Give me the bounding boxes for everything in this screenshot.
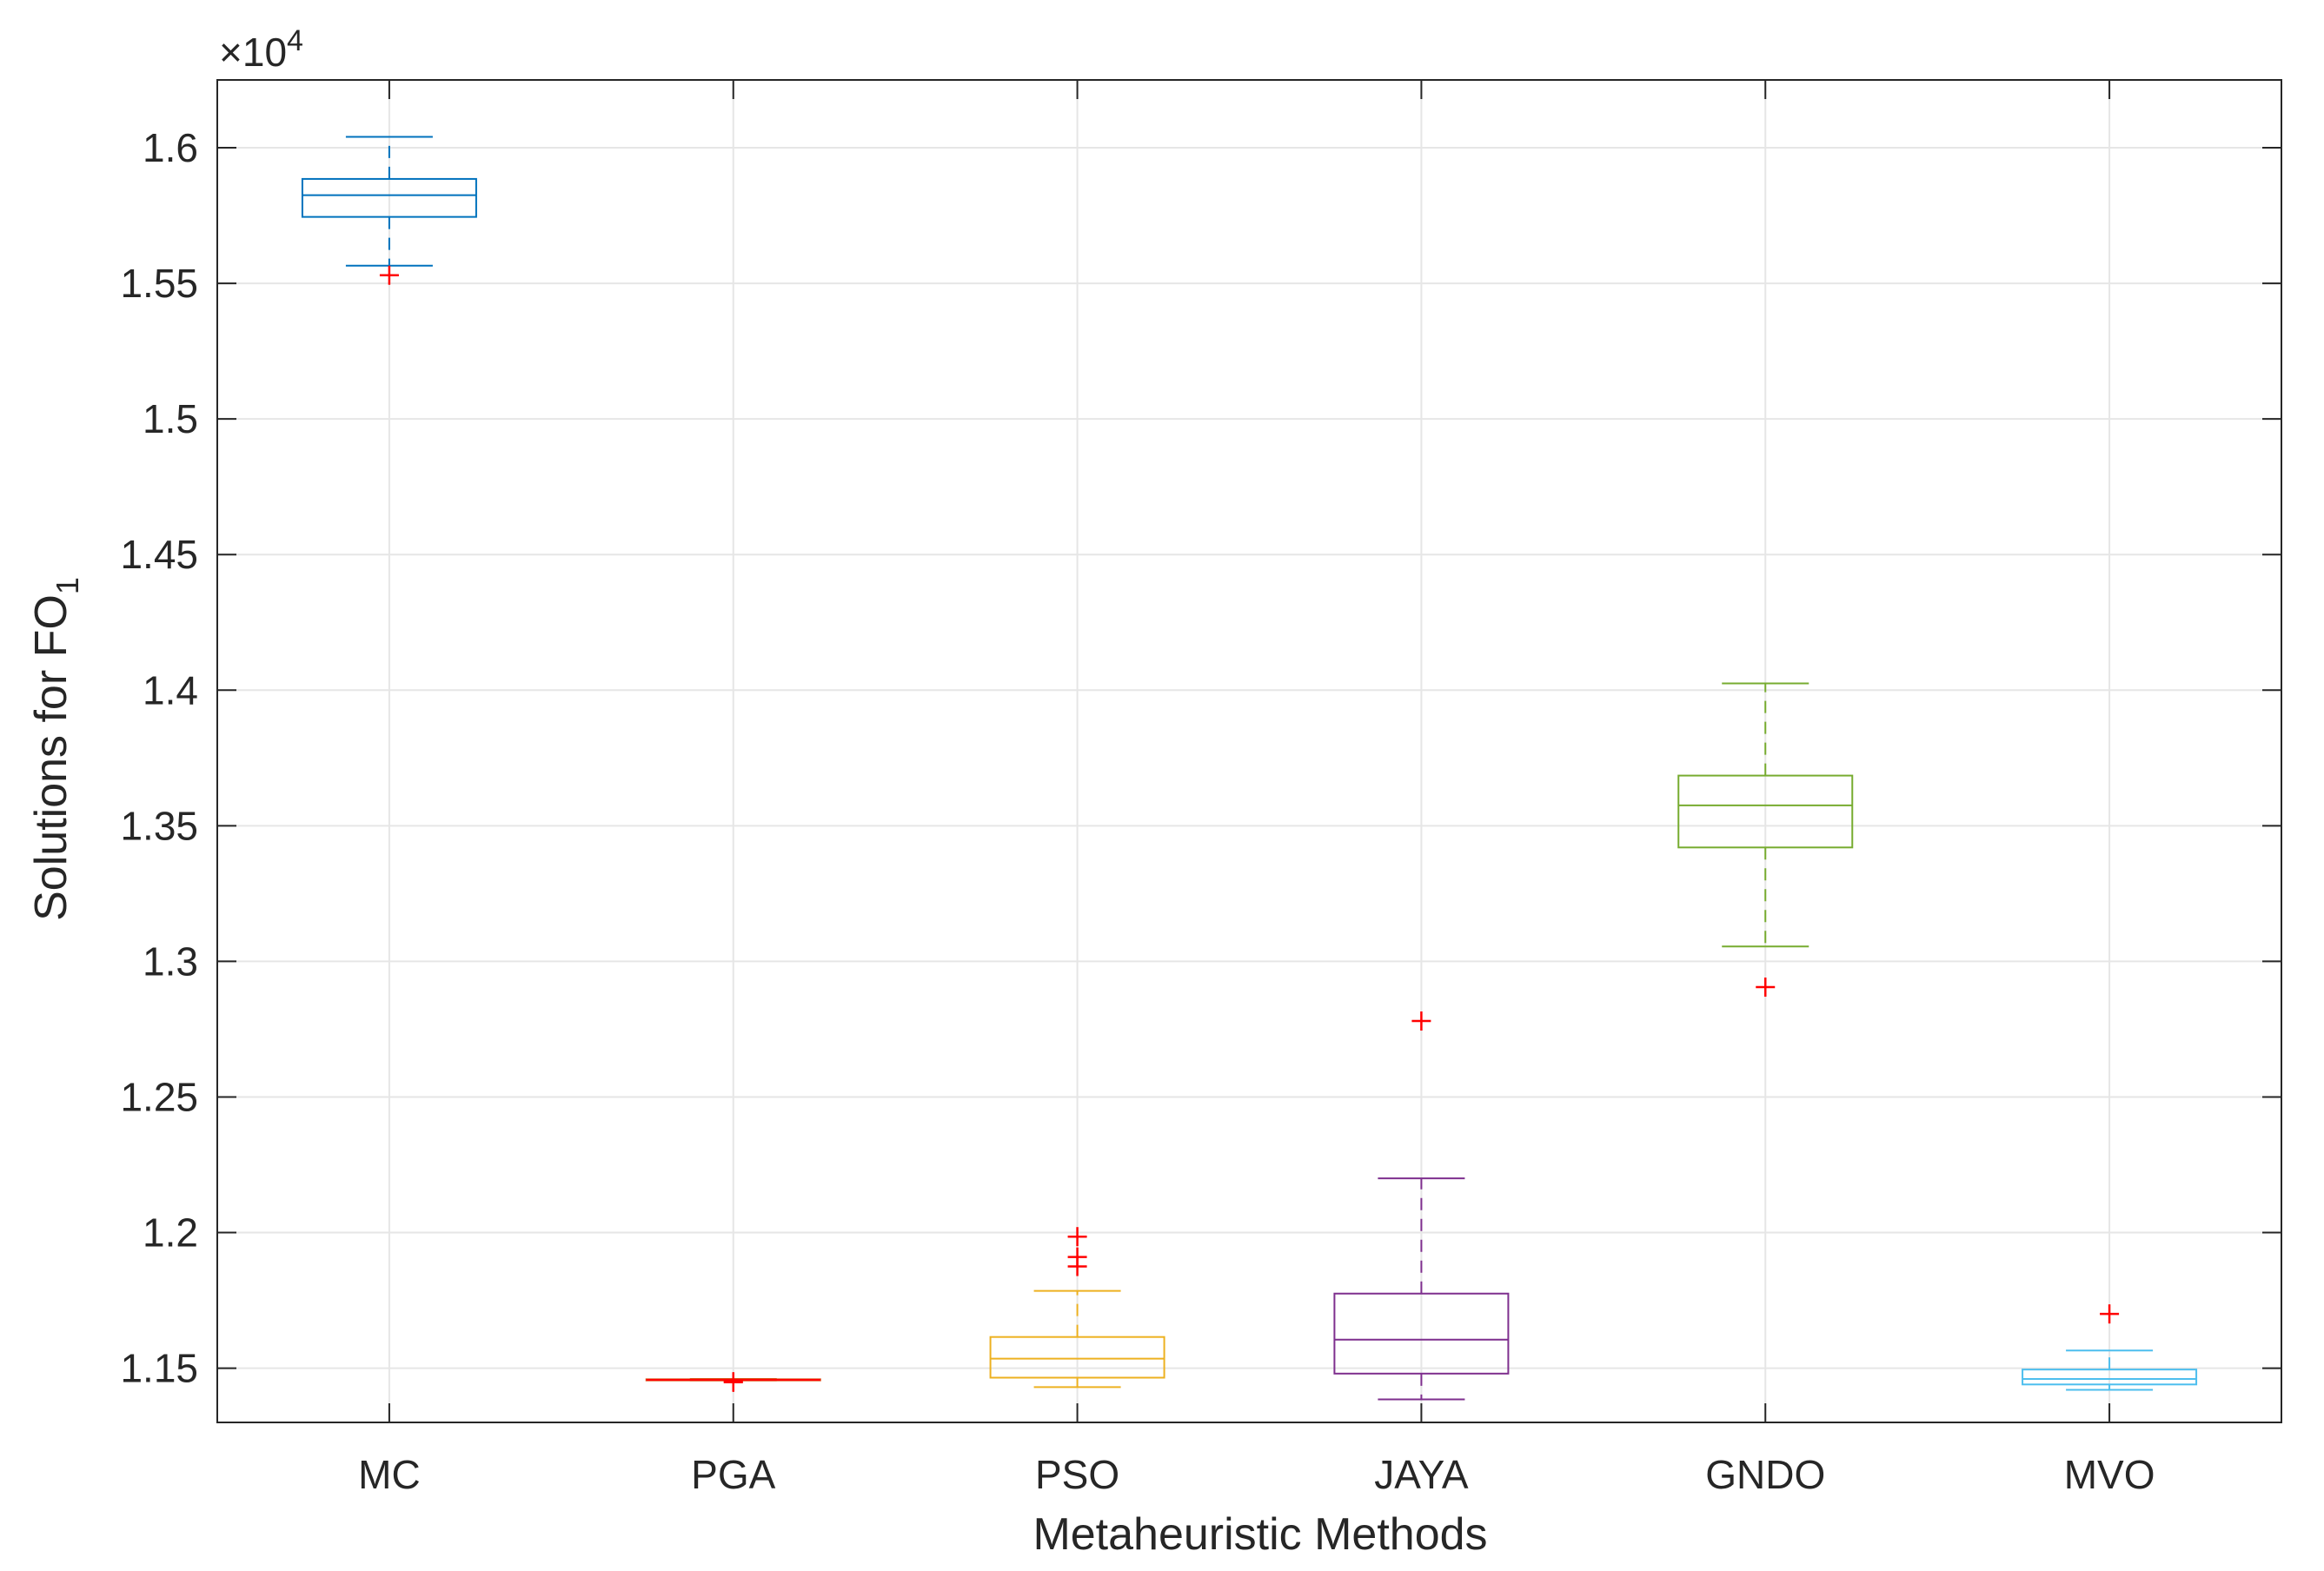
y-tick-label: 1.3 bbox=[143, 938, 198, 984]
y-axis-label-subscript: 1 bbox=[50, 577, 85, 594]
x-tick-label: PSO bbox=[1035, 1452, 1119, 1497]
y-tick-label: 1.15 bbox=[120, 1346, 198, 1391]
y-tick-label: 1.45 bbox=[120, 532, 198, 577]
exponent-label: ×104 bbox=[219, 24, 303, 75]
box-jaya bbox=[1333, 1011, 1510, 1401]
outlier-marker bbox=[1067, 1247, 1087, 1267]
y-axis-label: Solutions for FO1 bbox=[26, 577, 85, 921]
y-tick-label: 1.5 bbox=[143, 396, 198, 441]
interquartile-box bbox=[301, 177, 477, 218]
box-gndo bbox=[1677, 682, 1854, 998]
axis-ticks: 1.15 1.2 1.25 1.3 1.35 1.4 1.45 1.5 1.55 1.6 MC PGA… bbox=[120, 80, 2281, 1497]
interquartile-box bbox=[989, 1336, 1165, 1379]
y-axis-label-main: Solutions for FO bbox=[26, 594, 76, 921]
outlier-marker bbox=[379, 265, 399, 285]
interquartile-box bbox=[2022, 1369, 2198, 1386]
interquartile-box bbox=[1677, 774, 1854, 849]
y-tick-label: 1.2 bbox=[143, 1210, 198, 1256]
box-mc bbox=[301, 136, 477, 285]
x-tick-label: GNDO bbox=[1705, 1452, 1825, 1497]
axes-frame bbox=[216, 79, 2282, 1423]
box-series bbox=[301, 136, 2198, 1401]
x-tick-label: PGA bbox=[691, 1452, 775, 1497]
box-mvo bbox=[2022, 1304, 2198, 1391]
exponent-power: 4 bbox=[287, 24, 303, 57]
box-pga bbox=[645, 1372, 821, 1392]
x-tick-label: MVO bbox=[2064, 1452, 2155, 1497]
outlier-marker bbox=[723, 1372, 743, 1392]
x-tick-label: JAYA bbox=[1374, 1452, 1469, 1497]
grid-lines bbox=[217, 80, 2281, 1422]
outlier-marker bbox=[1067, 1227, 1087, 1247]
y-tick-label: 1.55 bbox=[120, 261, 198, 306]
y-tick-label: 1.25 bbox=[120, 1074, 198, 1119]
x-axis-label: Metaheuristic Methods bbox=[1033, 1509, 1487, 1560]
outlier-marker bbox=[1411, 1011, 1431, 1031]
y-tick-label: 1.4 bbox=[143, 667, 198, 713]
y-tick-label: 1.35 bbox=[120, 803, 198, 848]
y-tick-label: 1.6 bbox=[143, 125, 198, 170]
box-pso bbox=[989, 1227, 1165, 1389]
x-tick-label: MC bbox=[358, 1452, 421, 1497]
outlier-marker bbox=[1756, 978, 1776, 998]
interquartile-box bbox=[1333, 1292, 1510, 1375]
exponent-base: ×10 bbox=[219, 30, 287, 75]
outlier-marker bbox=[2100, 1304, 2120, 1324]
